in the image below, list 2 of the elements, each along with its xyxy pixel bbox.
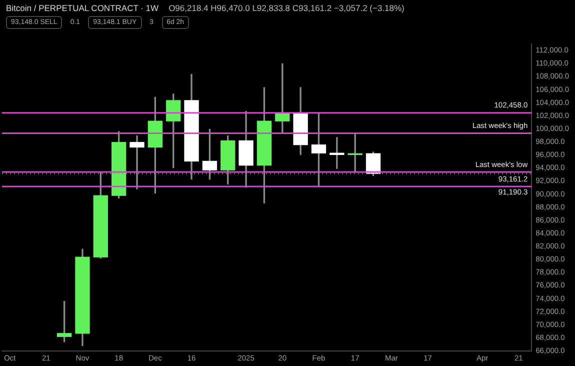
text: O96,218.4 H96,470.0 L92,833.8 C93,161.2 −3,057.2 (−3.18%) — [168, 3, 404, 13]
chart-title: Bitcoin / PERPETUAL CONTRACT · 1W — [6, 3, 159, 13]
